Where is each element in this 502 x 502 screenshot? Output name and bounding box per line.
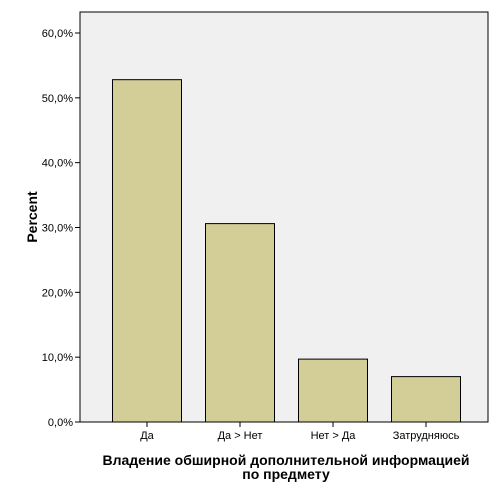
bar — [112, 79, 182, 423]
y-tick-label: 30,0% — [42, 223, 73, 235]
y-tick-label: 50,0% — [42, 93, 73, 105]
y-tick-label: 10,0% — [42, 352, 73, 364]
x-tick-label: Да > Нет — [218, 430, 263, 442]
y-axis-title: Percent — [24, 191, 40, 243]
x-axis-title-line-1: Владение обширной дополнительной информа… — [102, 452, 469, 468]
bar — [391, 376, 461, 423]
y-tick-label: 40,0% — [42, 158, 73, 170]
x-tick-label: Да — [140, 430, 154, 442]
y-axis: 0,0% 10,0% 20,0% 30,0% 40,0% 50,0% 60,0% — [42, 28, 80, 429]
y-tick-label: 0,0% — [48, 417, 73, 429]
bar — [298, 358, 368, 423]
y-tick-label: 20,0% — [42, 287, 73, 299]
bar — [205, 223, 275, 423]
x-tick-label: Затрудняюсь — [393, 430, 460, 442]
x-tick-label: Нет > Да — [311, 430, 357, 442]
x-axis-title-line-2: по предмету — [242, 466, 330, 482]
y-tick-label: 60,0% — [42, 28, 73, 40]
x-axis: Да Да > Нет Нет > Да Затрудняюсь — [140, 422, 460, 442]
bars — [112, 79, 461, 423]
